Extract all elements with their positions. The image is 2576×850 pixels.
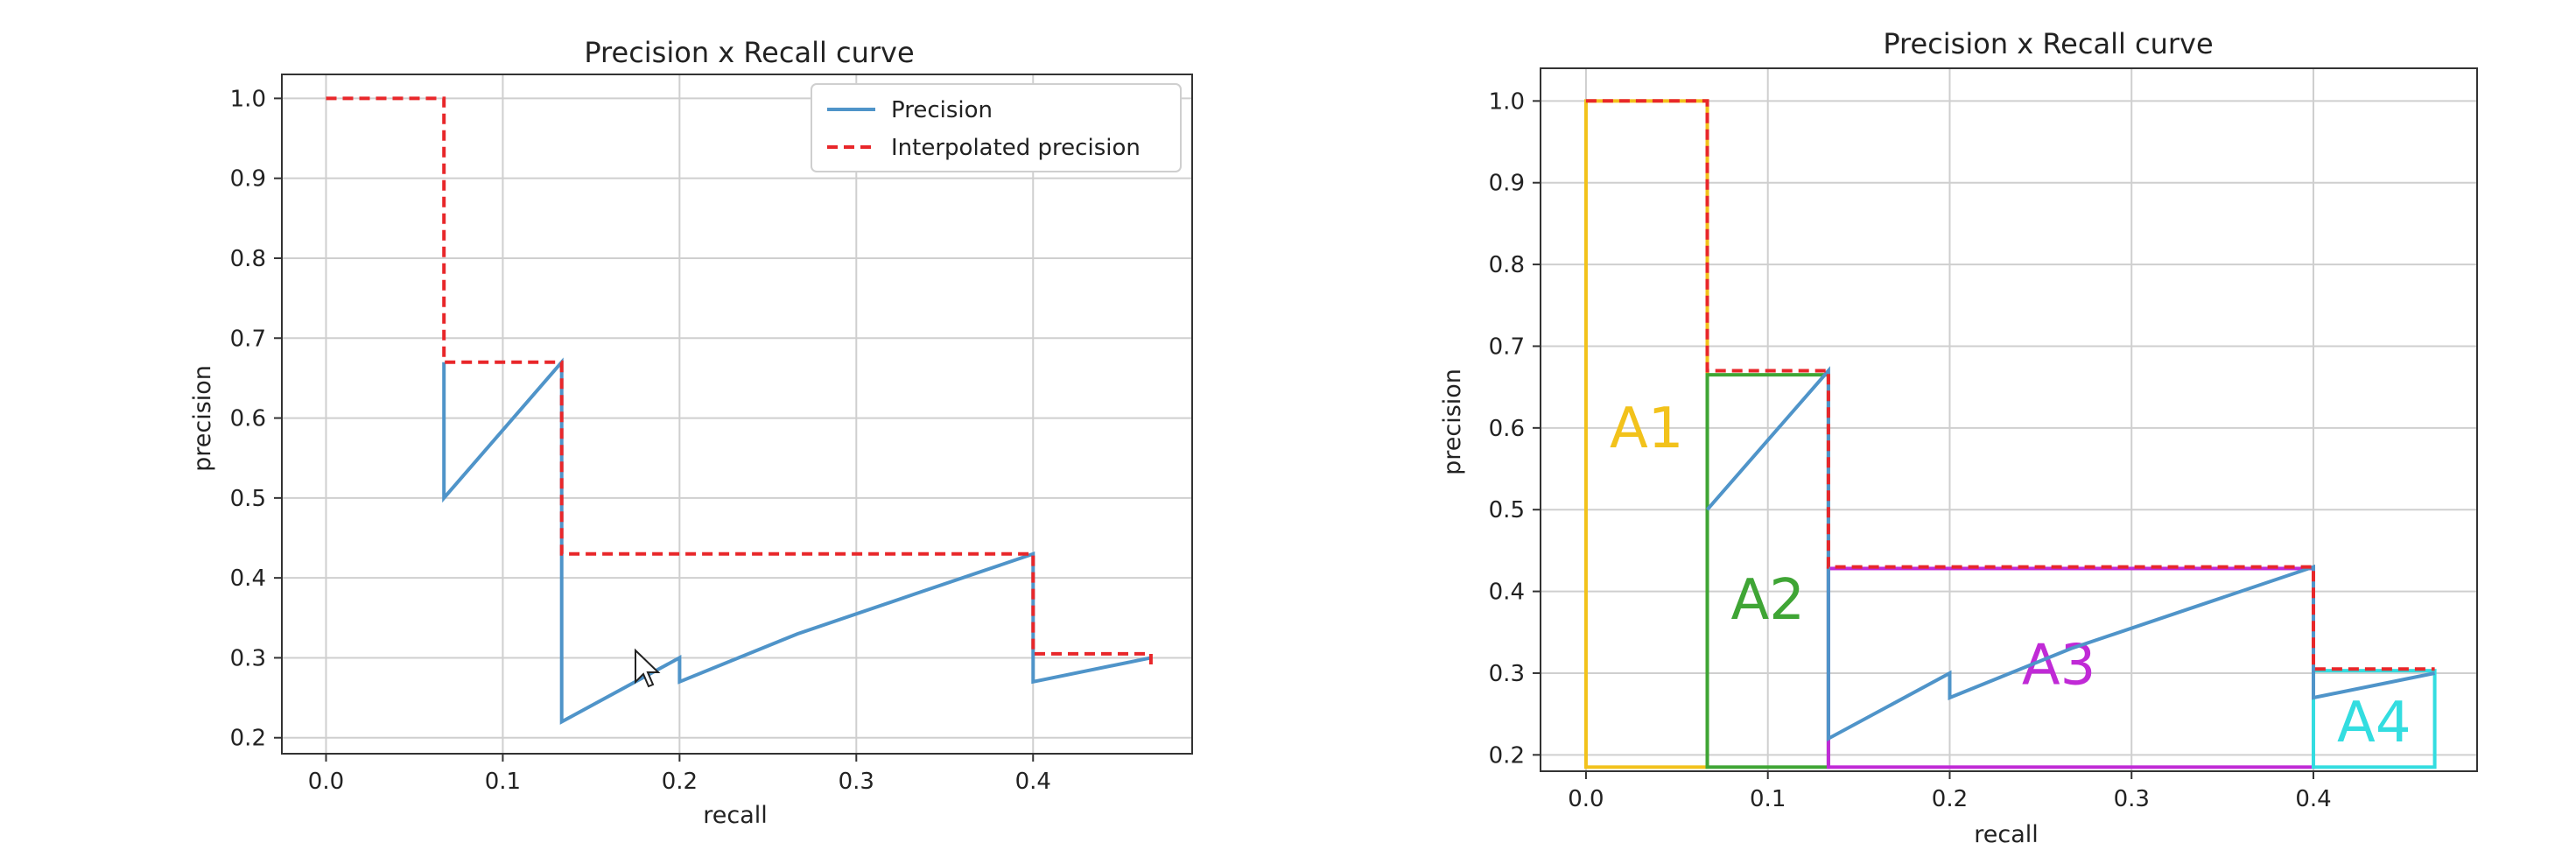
area-label-a4: A4 — [2337, 691, 2411, 755]
precision-line — [1705, 366, 2435, 742]
y-tick-label: 0.9 — [1489, 171, 1525, 197]
y-tick-label: 0.8 — [230, 246, 266, 272]
y-tick-label: 1.0 — [1489, 88, 1525, 115]
x-tick-label: 0.0 — [1568, 786, 1604, 812]
ticks: 0.0 0.1 0.2 0.3 0.4 0.2 0.3 0.4 0.5 0.6 0.7 0.8 0.9 1… — [230, 86, 1051, 795]
y-tick-label: 0.2 — [230, 726, 266, 752]
y-tick-label: 0.5 — [230, 486, 266, 512]
x-tick-label: 0.1 — [485, 769, 521, 795]
y-tick-label: 0.6 — [1489, 416, 1525, 442]
x-tick-label: 0.2 — [662, 769, 698, 795]
plot-frame — [1540, 67, 2478, 772]
series-group — [1585, 99, 2435, 742]
y-axis-label: precision — [1439, 369, 1466, 475]
y-tick-label: 0.7 — [1489, 334, 1525, 360]
x-tick-label: 0.1 — [1750, 786, 1786, 812]
y-tick-label: 0.4 — [230, 565, 266, 592]
y-tick-label: 1.0 — [230, 86, 266, 112]
x-tick-label: 0.0 — [308, 769, 344, 795]
series-group — [326, 96, 1153, 725]
y-tick-label: 0.6 — [230, 406, 266, 432]
legend-box — [811, 83, 1182, 172]
x-tick-label: 0.4 — [1015, 769, 1051, 795]
y-tick-label: 0.9 — [230, 166, 266, 193]
legend-label-interpolated: Interpolated precision — [891, 135, 1141, 161]
plot-frame — [281, 74, 1193, 755]
interpolated-precision-line — [1585, 99, 2435, 671]
x-tick-label: 0.3 — [2114, 786, 2150, 812]
precision-line — [442, 357, 1152, 725]
x-tick-label: 0.4 — [2295, 786, 2331, 812]
area-label-a1: A1 — [1610, 397, 1684, 461]
x-axis-label: recall — [703, 802, 768, 829]
mouse-cursor-icon — [635, 648, 661, 688]
area-label-a2: A2 — [1730, 568, 1805, 633]
y-axis-label: precision — [189, 365, 216, 472]
y-tick-label: 0.8 — [1489, 252, 1525, 278]
y-tick-label: 0.2 — [1489, 742, 1525, 769]
chart-title: Precision x Recall curve — [584, 36, 914, 69]
chart-left: Precision x Recall curve 0.0 0.1 0.2 0.3 0.4… — [189, 36, 1193, 829]
y-tick-label: 0.7 — [230, 326, 266, 352]
y-tick-label: 0.4 — [1489, 580, 1525, 606]
x-tick-label: 0.2 — [1932, 786, 1968, 812]
interpolated-precision-line — [326, 96, 1153, 666]
legend-label-precision: Precision — [891, 97, 993, 123]
x-tick-label: 0.3 — [839, 769, 874, 795]
ticks: 0.0 0.1 0.2 0.3 0.4 0.2 0.3 0.4 0.5 0.6 0.7 0.8 0.9 1… — [1489, 88, 2332, 812]
legend: Precision Interpolated precision — [811, 83, 1182, 172]
y-tick-label: 0.5 — [1489, 497, 1525, 523]
y-tick-label: 0.3 — [230, 645, 266, 671]
x-axis-label: recall — [1974, 821, 2039, 848]
grid — [282, 74, 1192, 754]
chart-title: Precision x Recall curve — [1883, 27, 2213, 60]
y-tick-label: 0.3 — [1489, 661, 1525, 687]
